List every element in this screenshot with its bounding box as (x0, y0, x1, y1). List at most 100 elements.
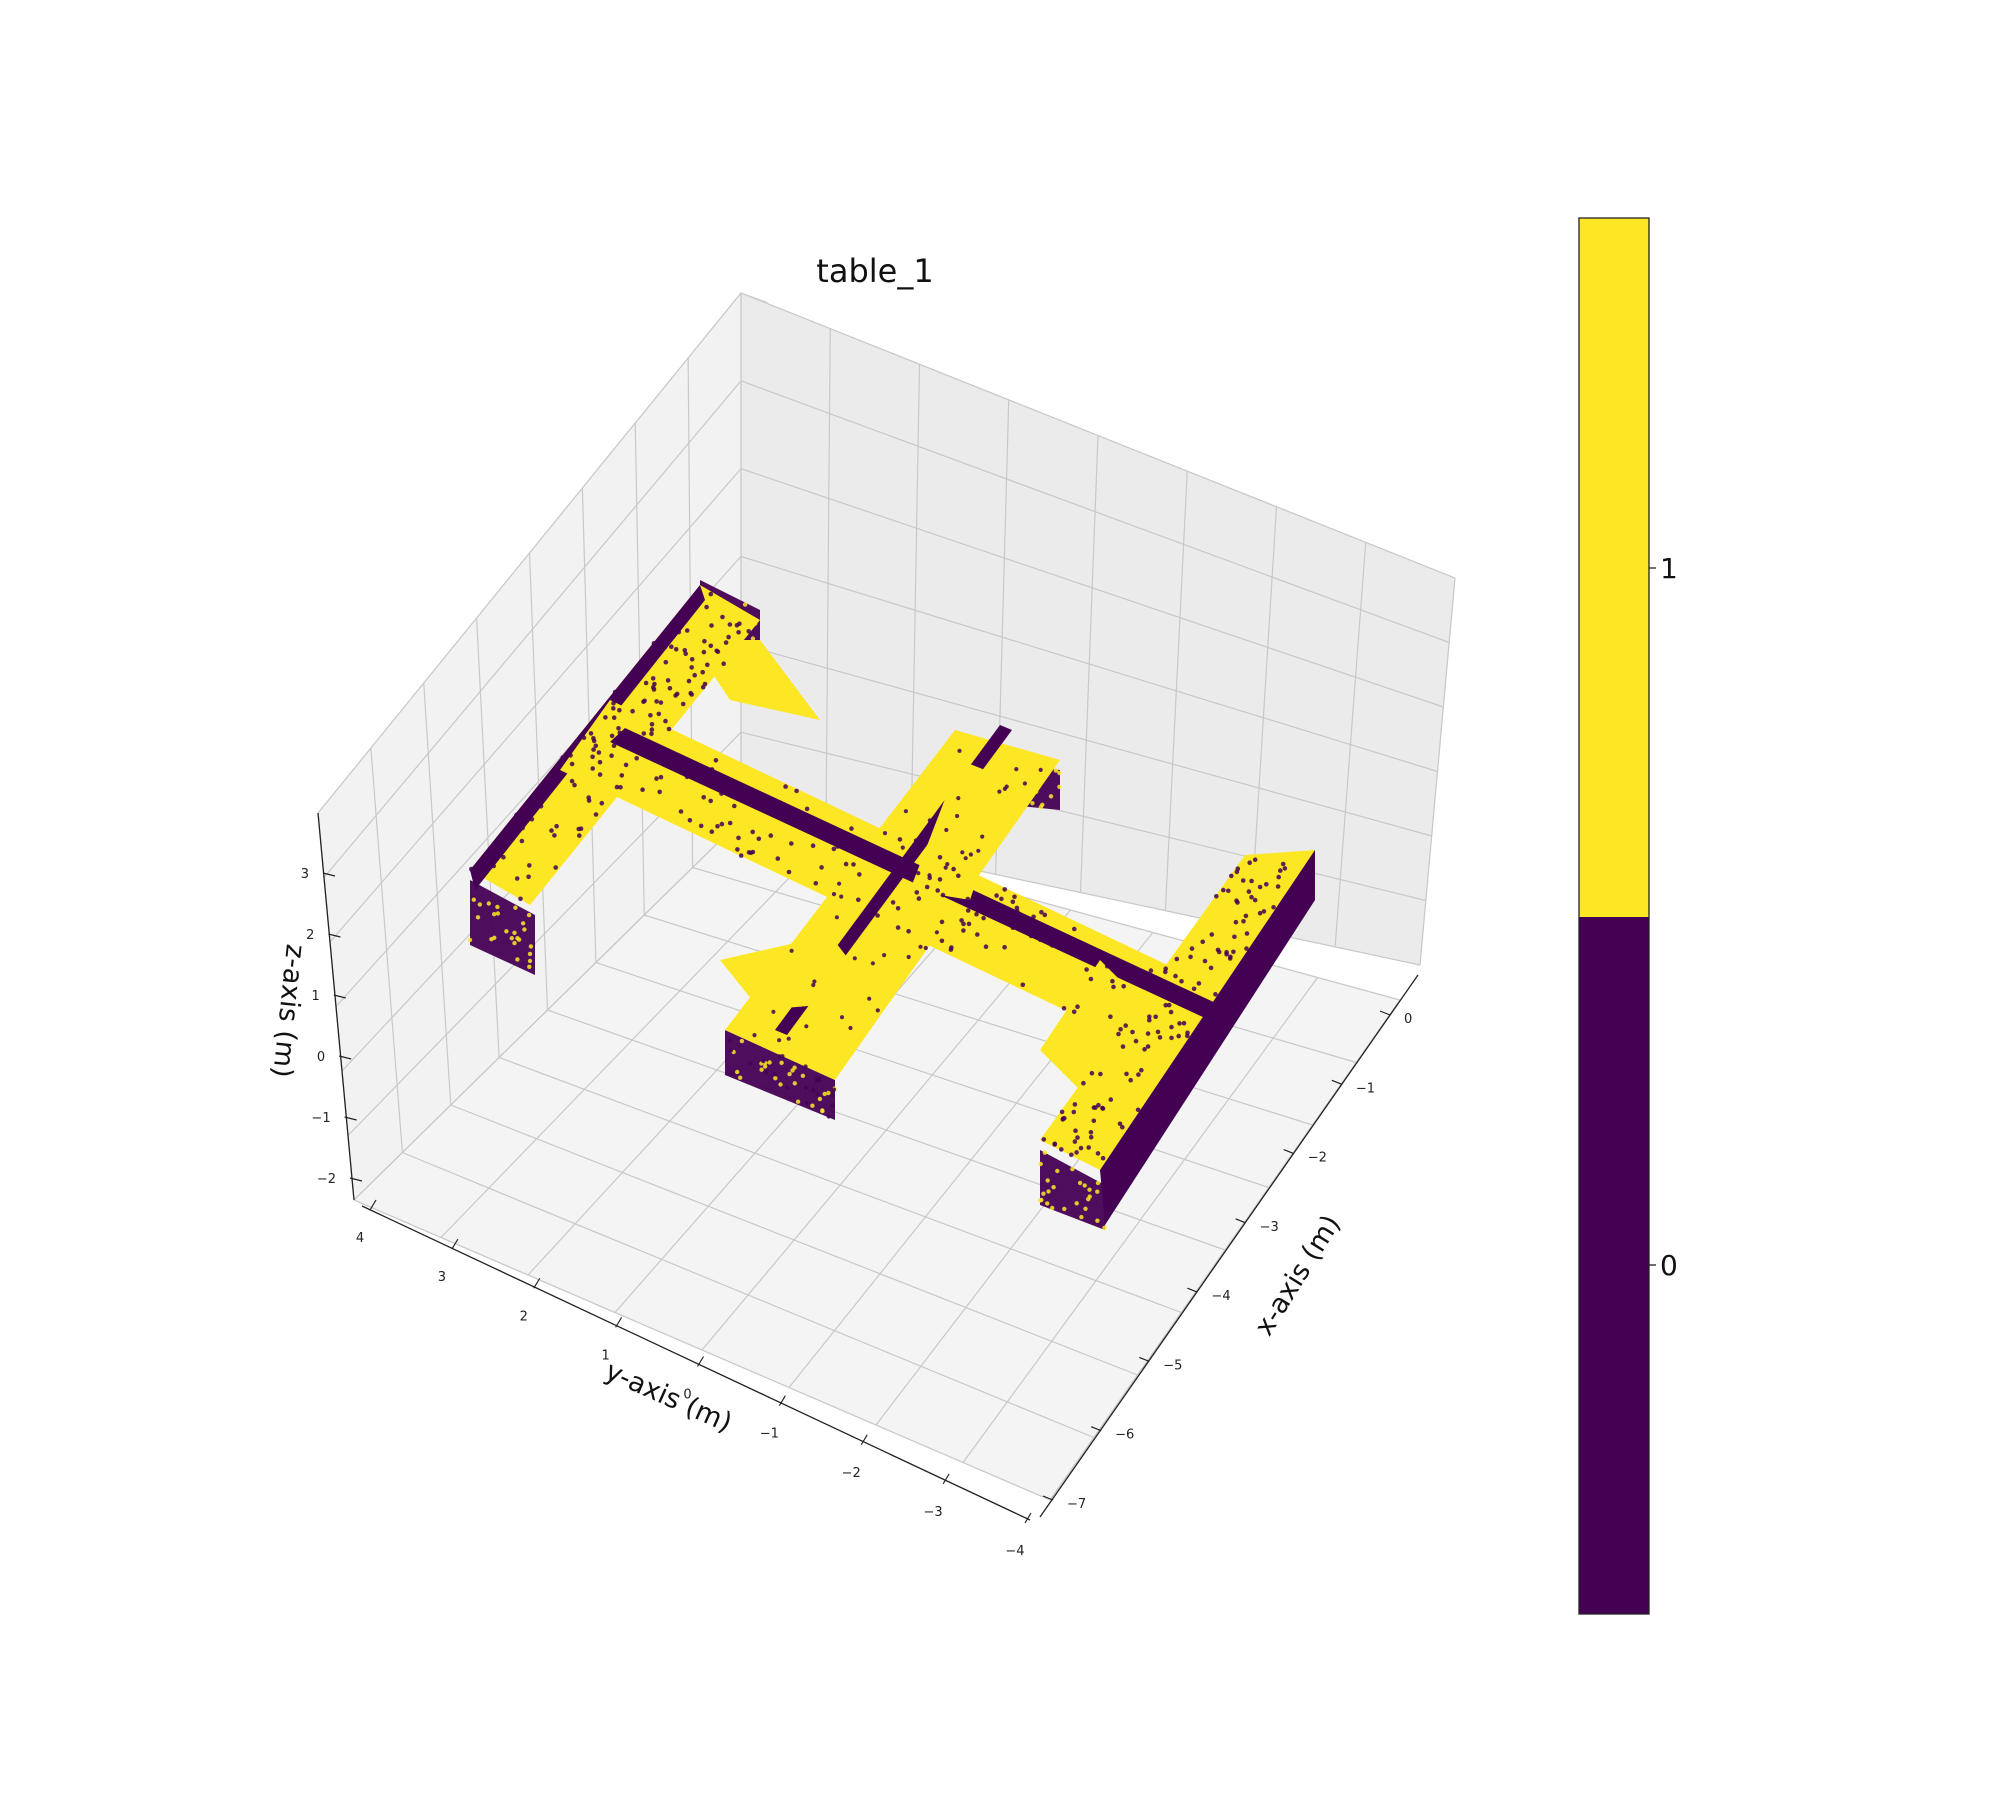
point-class-0 (851, 862, 856, 867)
point-class-0 (1095, 1151, 1101, 1156)
y-tick-mark (942, 1473, 950, 1485)
point-class-0 (1136, 1072, 1141, 1077)
notch-fill (910, 760, 1010, 900)
point-class-0 (1120, 1124, 1125, 1130)
point-class-0 (831, 892, 837, 897)
point-class-0 (680, 701, 686, 707)
point-class-0 (690, 597, 696, 603)
leg-point-class-1 (787, 1071, 792, 1077)
leg-point-class-1 (512, 940, 517, 946)
point-class-0 (934, 930, 940, 935)
point-class-0 (1117, 1121, 1123, 1127)
point-class-0 (1247, 860, 1252, 865)
point-class-0 (1100, 1105, 1105, 1111)
point-class-0 (1063, 942, 1069, 947)
point-class-0 (577, 833, 582, 838)
leg-point-class-1 (509, 936, 514, 941)
point-class-0 (997, 789, 1002, 794)
point-class-0 (1109, 956, 1114, 962)
x-tick-mark (1331, 1079, 1343, 1085)
point-class-0 (719, 791, 724, 796)
point-class-0 (785, 1085, 790, 1090)
point-class-0 (619, 733, 625, 738)
point-class-0 (568, 753, 573, 758)
point-class-0 (804, 1024, 809, 1029)
x-tick-mark (1187, 1287, 1198, 1293)
point-class-0 (719, 821, 725, 827)
point-class-0 (1088, 1130, 1094, 1135)
point-class-0 (867, 996, 872, 1001)
point-class-0 (1014, 767, 1019, 772)
point-class-0 (1196, 981, 1202, 986)
point-class-0 (1108, 1014, 1113, 1019)
point-class-0 (764, 1070, 769, 1075)
point-class-0 (834, 915, 840, 920)
right-beam-side (1100, 850, 1315, 1225)
point-class-0 (1191, 1002, 1196, 1008)
leg-point-class-1 (1077, 1180, 1083, 1186)
leg-point-class-1 (762, 1064, 768, 1069)
point-class-0 (736, 835, 741, 841)
point-class-0 (611, 706, 616, 711)
leg-point-class-1 (486, 901, 491, 906)
point-class-0 (729, 1048, 734, 1053)
point-class-0 (1163, 966, 1168, 971)
point-class-0 (1118, 970, 1123, 975)
z-tick-mark (344, 1116, 357, 1121)
point-class-0 (1075, 1004, 1080, 1009)
z-tick-label: −1 (311, 1111, 330, 1126)
point-class-0 (701, 649, 707, 655)
point-class-0 (786, 1036, 791, 1041)
point-class-0 (1142, 1047, 1147, 1052)
point-class-0 (951, 866, 956, 872)
point-class-0 (734, 623, 740, 628)
point-class-0 (662, 644, 668, 650)
point-class-0 (813, 881, 819, 886)
leg-point-class-1 (1095, 1218, 1100, 1223)
point-class-0 (666, 726, 672, 732)
point-class-0 (803, 1085, 808, 1090)
point-class-0 (487, 851, 493, 857)
point-class-0 (1169, 1035, 1174, 1041)
point-class-0 (1174, 956, 1180, 962)
point-class-0 (686, 678, 692, 684)
point-class-0 (1169, 1024, 1174, 1030)
point-class-0 (670, 621, 675, 627)
point-class-0 (1110, 978, 1115, 984)
point-class-0 (794, 788, 799, 794)
x-tick-mark (1139, 1356, 1150, 1362)
point-class-0 (1280, 861, 1286, 867)
point-class-0 (538, 804, 544, 809)
leg-point-class-1 (527, 951, 533, 957)
point-class-0 (623, 762, 629, 768)
point-class-0 (648, 658, 653, 663)
x-tick-mark (1090, 1426, 1102, 1432)
point-class-0 (702, 638, 707, 644)
point-class-0 (654, 776, 659, 781)
point-class-0 (727, 820, 733, 826)
point-class-0 (667, 686, 673, 691)
leg-point-class-1 (792, 1065, 797, 1070)
point-class-0 (689, 692, 694, 697)
point-class-0 (1257, 884, 1263, 890)
point-class-0 (1042, 912, 1048, 918)
point-class-0 (1213, 992, 1218, 997)
leg-point-class-1 (495, 904, 500, 910)
y-tick-mark (696, 1356, 705, 1367)
leg-point-class-1 (512, 930, 517, 935)
x-tick-label: −2 (1308, 1151, 1327, 1166)
point-class-0 (848, 1025, 853, 1031)
point-class-0 (882, 953, 887, 958)
point-class-0 (1202, 958, 1208, 964)
point-class-0 (1093, 1105, 1098, 1110)
point-class-0 (1059, 1147, 1064, 1152)
y-tick-label: −3 (924, 1505, 943, 1520)
point-class-0 (1020, 982, 1026, 988)
point-class-0 (708, 643, 714, 649)
point-class-0 (1074, 1150, 1079, 1155)
point-class-0 (1049, 943, 1055, 948)
leg-point-class-1 (738, 1075, 743, 1080)
point-class-0 (611, 743, 617, 748)
point-class-0 (1108, 1097, 1114, 1102)
point-class-0 (914, 890, 920, 895)
